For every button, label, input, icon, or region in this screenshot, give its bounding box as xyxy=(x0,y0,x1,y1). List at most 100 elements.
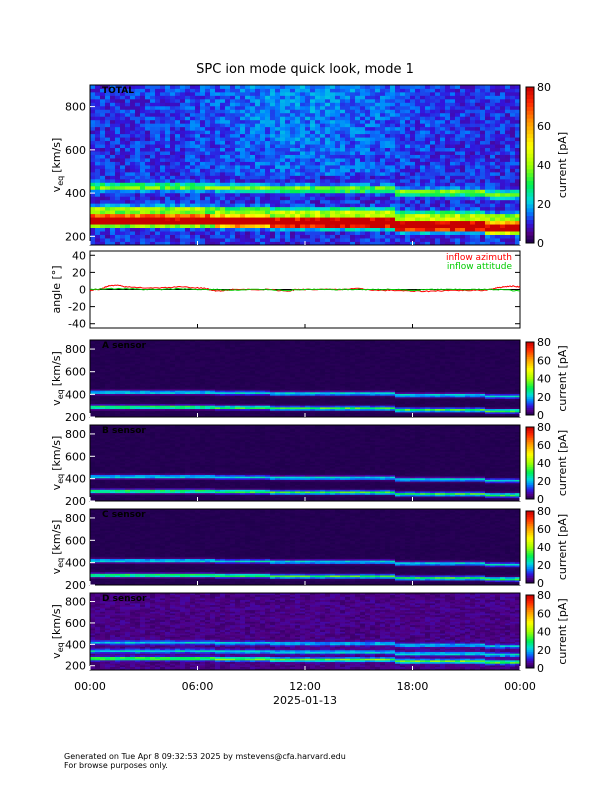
heatmap-cell xyxy=(180,158,186,162)
heatmap-cell xyxy=(170,403,176,406)
heatmap-cell xyxy=(235,130,241,135)
heatmap-cell xyxy=(320,217,326,222)
heatmap-cell xyxy=(175,220,181,225)
heatmap-cell xyxy=(130,390,136,393)
heatmap-cell xyxy=(180,182,186,187)
heatmap-cell xyxy=(165,415,171,418)
heatmap-cell xyxy=(120,217,126,222)
heatmap-cell xyxy=(90,130,96,135)
heatmap-cell xyxy=(130,88,136,93)
heatmap-cell xyxy=(375,105,381,110)
heatmap-cell xyxy=(340,189,346,194)
heatmap-cell xyxy=(400,126,406,131)
heatmap-cell xyxy=(225,182,231,187)
colorbar-tick-label: 80 xyxy=(537,81,551,94)
heatmap-cell xyxy=(115,210,121,215)
heatmap-cell xyxy=(100,154,106,159)
heatmap-cell xyxy=(160,413,166,416)
heatmap-cell xyxy=(195,168,201,173)
heatmap-cell xyxy=(110,361,116,364)
heatmap-cell xyxy=(385,119,391,124)
heatmap-cell xyxy=(270,220,276,225)
heatmap-cell xyxy=(390,137,396,142)
heatmap-cell xyxy=(400,91,406,96)
heatmap-cell xyxy=(410,192,416,197)
heatmap-cell xyxy=(225,105,231,110)
heatmap-cell xyxy=(480,116,486,121)
heatmap-cell xyxy=(150,351,156,354)
heatmap-cell xyxy=(420,102,426,107)
heatmap-cell xyxy=(325,213,331,218)
colorbar-cell xyxy=(526,129,534,135)
heatmap-cell xyxy=(140,119,146,124)
heatmap-cell xyxy=(135,376,141,379)
heatmap-cell xyxy=(150,98,156,103)
heatmap-cell xyxy=(305,189,311,194)
heatmap-cell xyxy=(485,85,491,89)
heatmap-cell xyxy=(240,206,246,211)
heatmap-cell xyxy=(95,192,101,197)
heatmap-cell xyxy=(380,102,386,107)
heatmap-cell xyxy=(115,154,121,159)
heatmap-cell xyxy=(170,400,176,403)
heatmap-cell xyxy=(270,109,276,114)
heatmap-cell xyxy=(385,217,391,222)
total-heatmap-cells xyxy=(90,85,521,246)
heatmap-cell xyxy=(165,346,171,349)
heatmap-cell xyxy=(120,185,126,190)
heatmap-cell xyxy=(310,182,316,187)
heatmap-cell xyxy=(445,119,451,124)
heatmap-cell xyxy=(115,98,121,103)
heatmap-cell xyxy=(505,116,511,121)
heatmap-cell xyxy=(440,224,446,229)
heatmap-cell xyxy=(115,105,121,110)
heatmap-cell xyxy=(415,137,421,142)
heatmap-cell xyxy=(370,151,376,155)
heatmap-cell xyxy=(485,220,491,225)
heatmap-cell xyxy=(260,206,266,211)
heatmap-cell xyxy=(375,220,381,225)
heatmap-cell xyxy=(110,403,116,406)
heatmap-cell xyxy=(370,144,376,149)
heatmap-cell xyxy=(385,213,391,218)
heatmap-cell xyxy=(360,224,366,229)
heatmap-cell xyxy=(230,133,236,138)
heatmap-cell xyxy=(260,196,266,201)
heatmap-cell xyxy=(420,178,426,183)
heatmap-cell xyxy=(180,366,186,369)
heatmap-cell xyxy=(90,361,96,364)
heatmap-cell xyxy=(365,238,371,242)
heatmap-cell xyxy=(445,154,451,159)
heatmap-cell xyxy=(360,85,366,89)
heatmap-cell xyxy=(320,140,326,145)
heatmap-cell xyxy=(305,123,311,128)
heatmap-cell xyxy=(420,161,426,166)
heatmap-cell xyxy=(310,123,316,128)
heatmap-cell xyxy=(185,396,191,399)
heatmap-cell xyxy=(110,126,116,131)
heatmap-cell xyxy=(180,227,186,232)
heatmap-cell xyxy=(180,144,186,149)
heatmap-cell xyxy=(185,395,191,398)
heatmap-cell xyxy=(320,105,326,110)
heatmap-cell xyxy=(140,413,146,416)
heatmap-cell xyxy=(320,206,326,211)
heatmap-cell xyxy=(275,192,281,197)
heatmap-cell xyxy=(135,210,141,215)
heatmap-cell xyxy=(345,206,351,211)
heatmap-cell xyxy=(170,171,176,176)
heatmap-cell xyxy=(120,140,126,145)
heatmap-cell xyxy=(180,196,186,201)
heatmap-cell xyxy=(295,147,301,152)
heatmap-cell xyxy=(205,109,211,114)
heatmap-cell xyxy=(155,410,161,413)
heatmap-cell xyxy=(220,171,226,176)
heatmap-cell xyxy=(475,210,481,215)
heatmap-cell xyxy=(100,386,106,389)
heatmap-cell xyxy=(510,102,516,107)
heatmap-cell xyxy=(155,396,161,399)
heatmap-cell xyxy=(355,199,361,204)
colorbar-frame xyxy=(525,86,535,244)
heatmap-cell xyxy=(170,408,176,411)
heatmap-cell xyxy=(390,123,396,128)
